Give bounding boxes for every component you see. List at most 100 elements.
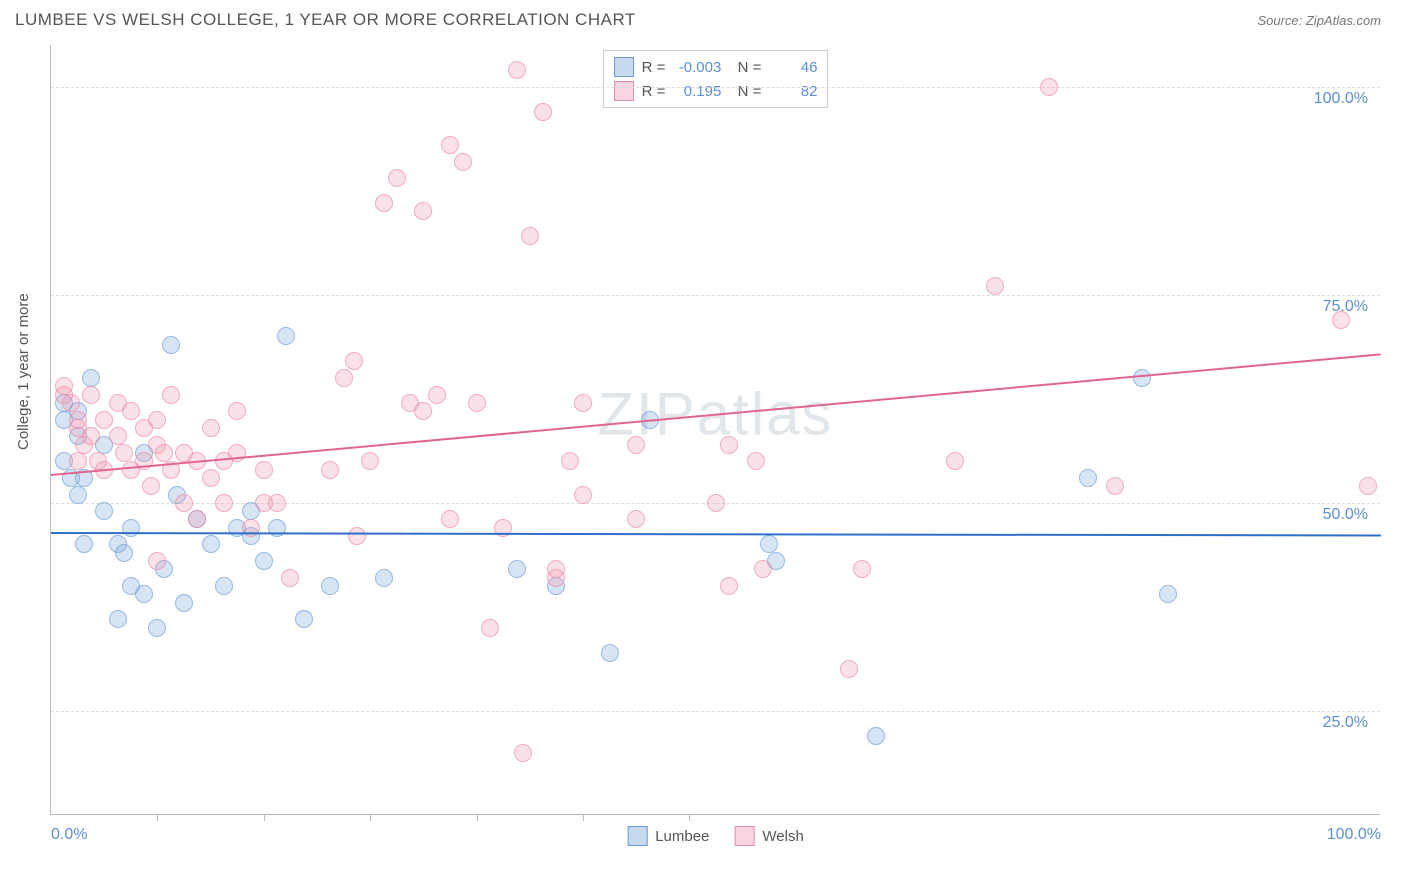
data-point xyxy=(148,619,166,637)
lumbee-swatch-icon xyxy=(614,57,634,77)
welsh-n-value: 82 xyxy=(769,83,817,100)
data-point xyxy=(202,535,220,553)
data-point xyxy=(62,394,80,412)
data-point xyxy=(215,577,233,595)
welsh-swatch-icon xyxy=(614,81,634,101)
data-point xyxy=(375,194,393,212)
data-point xyxy=(627,436,645,454)
data-point xyxy=(215,494,233,512)
data-point xyxy=(508,61,526,79)
data-point xyxy=(1079,469,1097,487)
x-tick-mark xyxy=(157,814,158,821)
data-point xyxy=(468,394,486,412)
legend-label: Lumbee xyxy=(655,828,709,845)
data-point xyxy=(148,411,166,429)
data-point xyxy=(321,577,339,595)
lumbee-swatch-icon xyxy=(627,826,647,846)
data-point xyxy=(1040,78,1058,96)
data-point xyxy=(867,727,885,745)
data-point xyxy=(481,619,499,637)
data-point xyxy=(69,486,87,504)
data-point xyxy=(175,494,193,512)
x-tick-label: 100.0% xyxy=(1327,826,1381,844)
data-point xyxy=(345,352,363,370)
data-point xyxy=(1106,477,1124,495)
x-tick-mark xyxy=(264,814,265,821)
data-point xyxy=(295,610,313,628)
data-point xyxy=(82,386,100,404)
data-point xyxy=(69,452,87,470)
data-point xyxy=(348,527,366,545)
data-point xyxy=(162,386,180,404)
data-point xyxy=(441,136,459,154)
welsh-swatch-icon xyxy=(734,826,754,846)
data-point xyxy=(135,585,153,603)
data-point xyxy=(454,153,472,171)
data-point xyxy=(720,436,738,454)
gridline xyxy=(51,295,1380,296)
data-point xyxy=(361,452,379,470)
data-point xyxy=(1159,585,1177,603)
data-point xyxy=(142,477,160,495)
data-point xyxy=(148,552,166,570)
data-point xyxy=(175,594,193,612)
x-tick-label: 0.0% xyxy=(51,826,87,844)
x-tick-mark xyxy=(477,814,478,821)
data-point xyxy=(122,402,140,420)
r-label: R = xyxy=(642,83,666,100)
data-point xyxy=(95,502,113,520)
x-tick-mark xyxy=(370,814,371,821)
data-point xyxy=(561,452,579,470)
x-tick-mark xyxy=(583,814,584,821)
series-legend: Lumbee Welsh xyxy=(627,826,804,846)
trend-line xyxy=(51,353,1381,476)
gridline xyxy=(51,87,1380,88)
data-point xyxy=(109,610,127,628)
data-point xyxy=(986,277,1004,295)
legend-item-welsh: Welsh xyxy=(734,826,803,846)
data-point xyxy=(627,510,645,528)
data-point xyxy=(228,402,246,420)
stats-row-lumbee: R = -0.003 N = 46 xyxy=(614,55,818,79)
data-point xyxy=(534,103,552,121)
data-point xyxy=(268,494,286,512)
data-point xyxy=(414,402,432,420)
lumbee-r-value: -0.003 xyxy=(673,59,721,76)
data-point xyxy=(1359,477,1377,495)
data-point xyxy=(747,452,765,470)
data-point xyxy=(388,169,406,187)
data-point xyxy=(428,386,446,404)
data-point xyxy=(321,461,339,479)
data-point xyxy=(946,452,964,470)
data-point xyxy=(840,660,858,678)
data-point xyxy=(441,510,459,528)
r-label: R = xyxy=(642,59,666,76)
data-point xyxy=(115,544,133,562)
data-point xyxy=(521,227,539,245)
lumbee-n-value: 46 xyxy=(769,59,817,76)
data-point xyxy=(574,394,592,412)
data-point xyxy=(162,336,180,354)
data-point xyxy=(760,535,778,553)
data-point xyxy=(335,369,353,387)
data-point xyxy=(82,427,100,445)
data-point xyxy=(255,461,273,479)
data-point xyxy=(547,569,565,587)
data-point xyxy=(82,369,100,387)
data-point xyxy=(514,744,532,762)
data-point xyxy=(574,486,592,504)
welsh-r-value: 0.195 xyxy=(673,83,721,100)
data-point xyxy=(601,644,619,662)
data-point xyxy=(202,419,220,437)
legend-item-lumbee: Lumbee xyxy=(627,826,709,846)
data-point xyxy=(109,427,127,445)
chart-title: LUMBEE VS WELSH COLLEGE, 1 YEAR OR MORE … xyxy=(15,10,636,30)
data-point xyxy=(277,327,295,345)
data-point xyxy=(281,569,299,587)
data-point xyxy=(414,202,432,220)
data-point xyxy=(375,569,393,587)
data-point xyxy=(255,552,273,570)
data-point xyxy=(754,560,772,578)
data-point xyxy=(202,469,220,487)
data-point xyxy=(95,411,113,429)
